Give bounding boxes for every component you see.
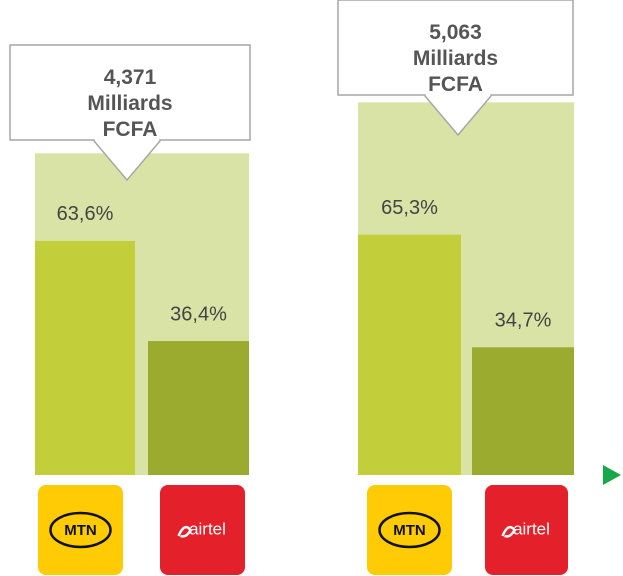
legend-label: MTN: [393, 522, 426, 539]
legend-label: airtel: [189, 519, 226, 538]
callout-box: [9, 44, 251, 182]
logo-mtn: [38, 485, 123, 575]
value-label: 34,7%: [495, 310, 552, 332]
bar: [35, 240, 135, 475]
legend-label: MTN: [64, 522, 97, 539]
total-label: 4,371 Milliards FCFA: [87, 66, 173, 141]
value-label: 36,4%: [170, 303, 227, 325]
bar: [148, 341, 249, 475]
logo-airtel: [160, 485, 245, 575]
total-label: 5,063 Milliards FCFA: [412, 21, 499, 96]
value-label: 65,3%: [381, 197, 438, 219]
axis-arrow: [603, 465, 621, 485]
value-label: 63,6%: [57, 203, 114, 225]
callout-box: [337, 0, 574, 137]
logo-mtn: [367, 485, 452, 575]
logo-airtel: [485, 485, 568, 575]
logo-mtn-ring: [378, 511, 441, 549]
logo-mtn-ring: [49, 511, 112, 549]
legend-label: airtel: [513, 519, 550, 538]
logo-airtel-swirl: [177, 525, 192, 538]
bar: [472, 347, 574, 475]
logo-airtel-swirl: [501, 525, 516, 538]
bar: [358, 234, 461, 475]
